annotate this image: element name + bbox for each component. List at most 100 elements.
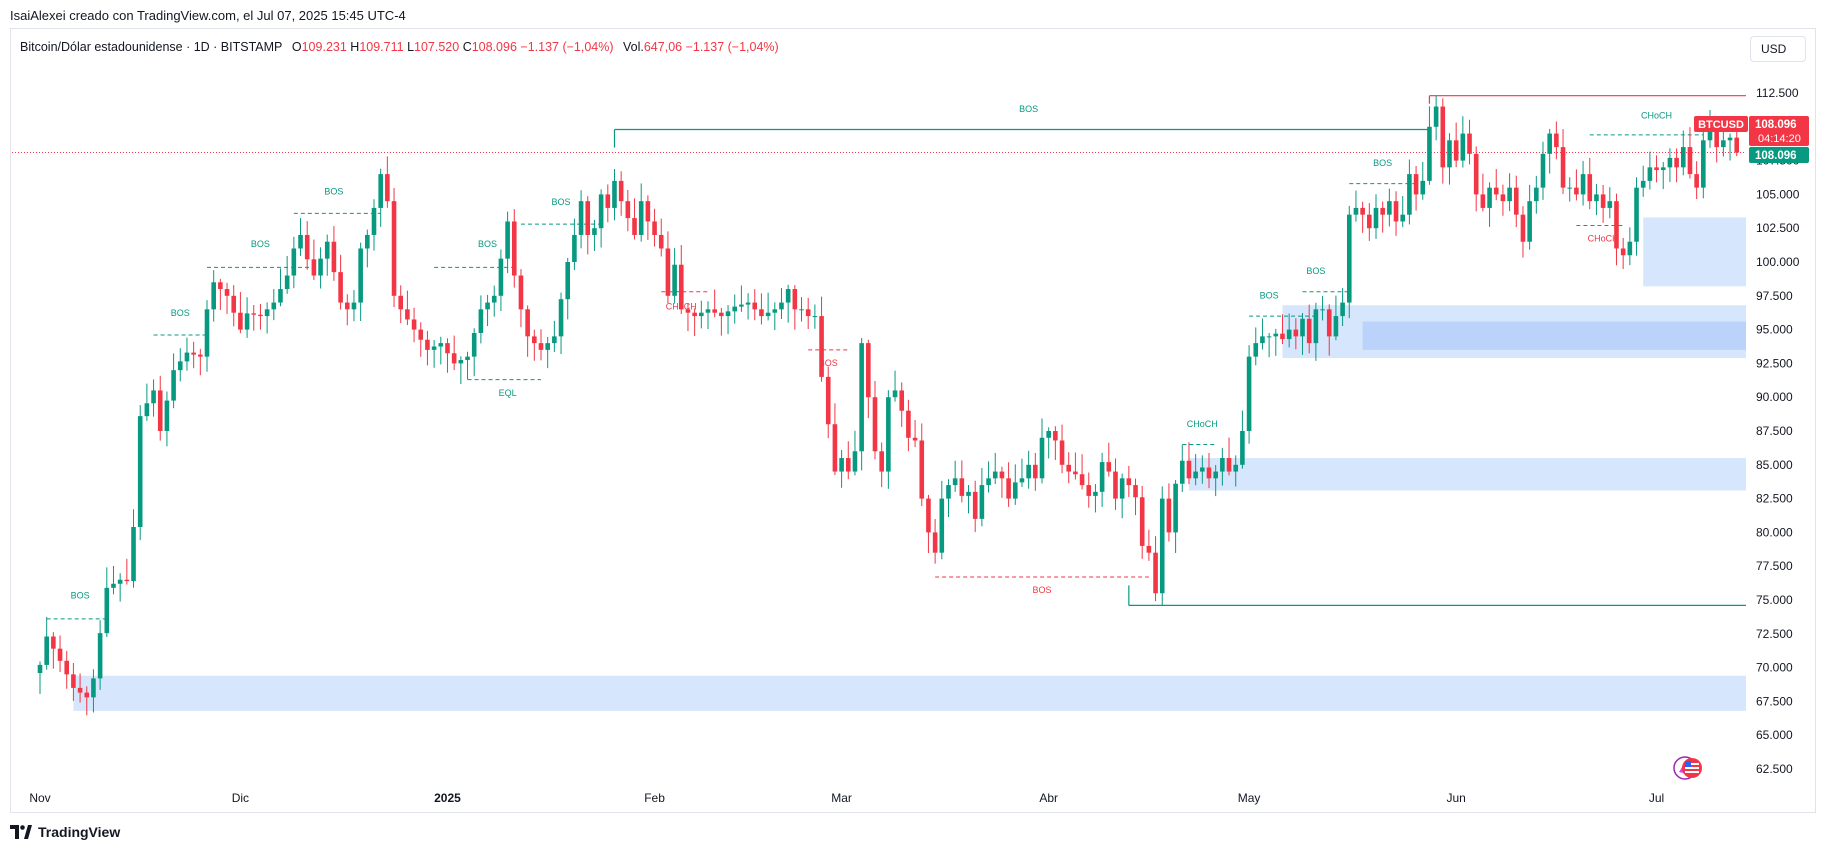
candle-body xyxy=(1266,336,1272,338)
candle-body xyxy=(1680,147,1686,168)
candle-body xyxy=(1320,309,1325,311)
candle-body xyxy=(451,353,457,364)
price-axis[interactable]: 112.500110.000107.500105.000102.500100.0… xyxy=(1756,86,1800,776)
candle-body xyxy=(1701,140,1706,188)
candle-body xyxy=(1594,194,1599,202)
time-axis[interactable]: Nov Dic 2025 Feb Mar Abr May Jun Jul xyxy=(29,791,1664,805)
candle-body xyxy=(324,241,330,259)
price-axis-label: 102.500 xyxy=(1756,221,1800,235)
symbol-label[interactable]: Bitcoin/Dólar estadounidense · 1D · BITS… xyxy=(20,40,283,54)
candle-body xyxy=(1647,167,1653,181)
candle-body xyxy=(1487,187,1492,208)
price-axis-label: 87.500 xyxy=(1756,424,1793,438)
tradingview-logo-icon xyxy=(10,825,32,839)
candle-body xyxy=(999,471,1005,479)
structure-label: BOS xyxy=(552,197,571,207)
price-axis-label: 65.000 xyxy=(1756,728,1793,742)
candle-body xyxy=(191,352,196,355)
candle-body xyxy=(1093,491,1098,496)
candle-body xyxy=(1193,471,1198,479)
candle-body xyxy=(899,390,905,411)
candle-body xyxy=(425,339,430,350)
candle-body xyxy=(926,498,931,533)
candle-body xyxy=(1540,153,1546,188)
structure-label: BOS xyxy=(1306,266,1325,276)
candle-body xyxy=(719,312,724,317)
candle-body xyxy=(805,309,811,317)
tradingview-logo[interactable]: TradingView xyxy=(10,824,120,840)
candle-body xyxy=(1500,194,1506,202)
candle-body xyxy=(1393,201,1399,222)
candle-body xyxy=(157,390,163,431)
candle-body xyxy=(351,302,357,310)
candle-body xyxy=(1674,157,1679,168)
candle-body xyxy=(1614,201,1619,249)
candle-body xyxy=(177,361,183,371)
candle-body xyxy=(538,343,544,350)
flag-icon[interactable] xyxy=(1673,756,1702,780)
volume-change: −1.137 (−1,04%) xyxy=(685,40,779,54)
time-axis-label: Nov xyxy=(29,791,50,805)
candle-body xyxy=(658,234,664,249)
price-axis-label: 77.500 xyxy=(1756,559,1793,573)
candle-body xyxy=(284,275,290,290)
structure-label: EQL xyxy=(499,388,517,398)
close-value: 108.096 xyxy=(471,40,517,54)
order-block-zone xyxy=(73,675,1746,711)
candle-body xyxy=(1253,343,1259,357)
candle-body xyxy=(1233,464,1239,472)
candle-body xyxy=(1026,464,1031,479)
candle-body xyxy=(1206,467,1212,479)
order-block-zone xyxy=(1362,321,1746,350)
candle-body xyxy=(1079,474,1085,486)
candle-body xyxy=(1200,467,1205,472)
price-axis-label: 67.500 xyxy=(1756,694,1793,708)
candle-body xyxy=(518,275,524,310)
candle-body xyxy=(1373,207,1379,229)
candle-body xyxy=(765,312,771,317)
candle-body xyxy=(952,478,958,486)
candle-body xyxy=(405,309,410,320)
ticker-tag xyxy=(1694,116,1748,132)
candle-body xyxy=(1106,462,1112,472)
candle-body xyxy=(44,636,49,665)
time-axis-label: Mar xyxy=(831,791,852,805)
candle-body xyxy=(972,491,978,519)
candle-body xyxy=(845,458,851,472)
candle-body xyxy=(491,295,497,303)
volume-label: Vol. xyxy=(623,40,644,54)
candle-body xyxy=(1006,478,1011,499)
open-value: 109.231 xyxy=(301,40,347,54)
candle-body xyxy=(71,674,76,688)
candle-body xyxy=(1260,336,1265,344)
candle-body xyxy=(1360,207,1365,215)
candle-body xyxy=(458,360,464,364)
price-axis-label: 70.000 xyxy=(1756,661,1793,675)
candle-body xyxy=(251,313,257,315)
candle-body xyxy=(1293,329,1299,337)
candle-body xyxy=(1326,309,1332,337)
candle-body xyxy=(558,299,564,337)
candle-body xyxy=(358,248,363,303)
tradingview-logo-text: TradingView xyxy=(38,824,121,840)
candle-body xyxy=(525,309,530,337)
candle-body xyxy=(1554,133,1559,148)
candle-body xyxy=(258,314,263,317)
candle-body xyxy=(832,424,838,472)
candle-body xyxy=(1627,241,1633,256)
candle-body xyxy=(1153,552,1158,594)
candle-body xyxy=(605,194,611,208)
candle-body xyxy=(1173,483,1178,533)
candle-body xyxy=(438,343,444,347)
candle-body xyxy=(819,316,824,377)
candle-body xyxy=(912,437,918,441)
candle-body xyxy=(665,248,671,296)
candle-body xyxy=(572,234,577,262)
candle-body xyxy=(919,440,925,499)
candle-body xyxy=(171,370,176,401)
time-axis-label: May xyxy=(1238,791,1261,805)
currency-button[interactable]: USD xyxy=(1750,36,1806,62)
candle-body xyxy=(198,354,203,357)
candles-layer xyxy=(37,95,1740,716)
